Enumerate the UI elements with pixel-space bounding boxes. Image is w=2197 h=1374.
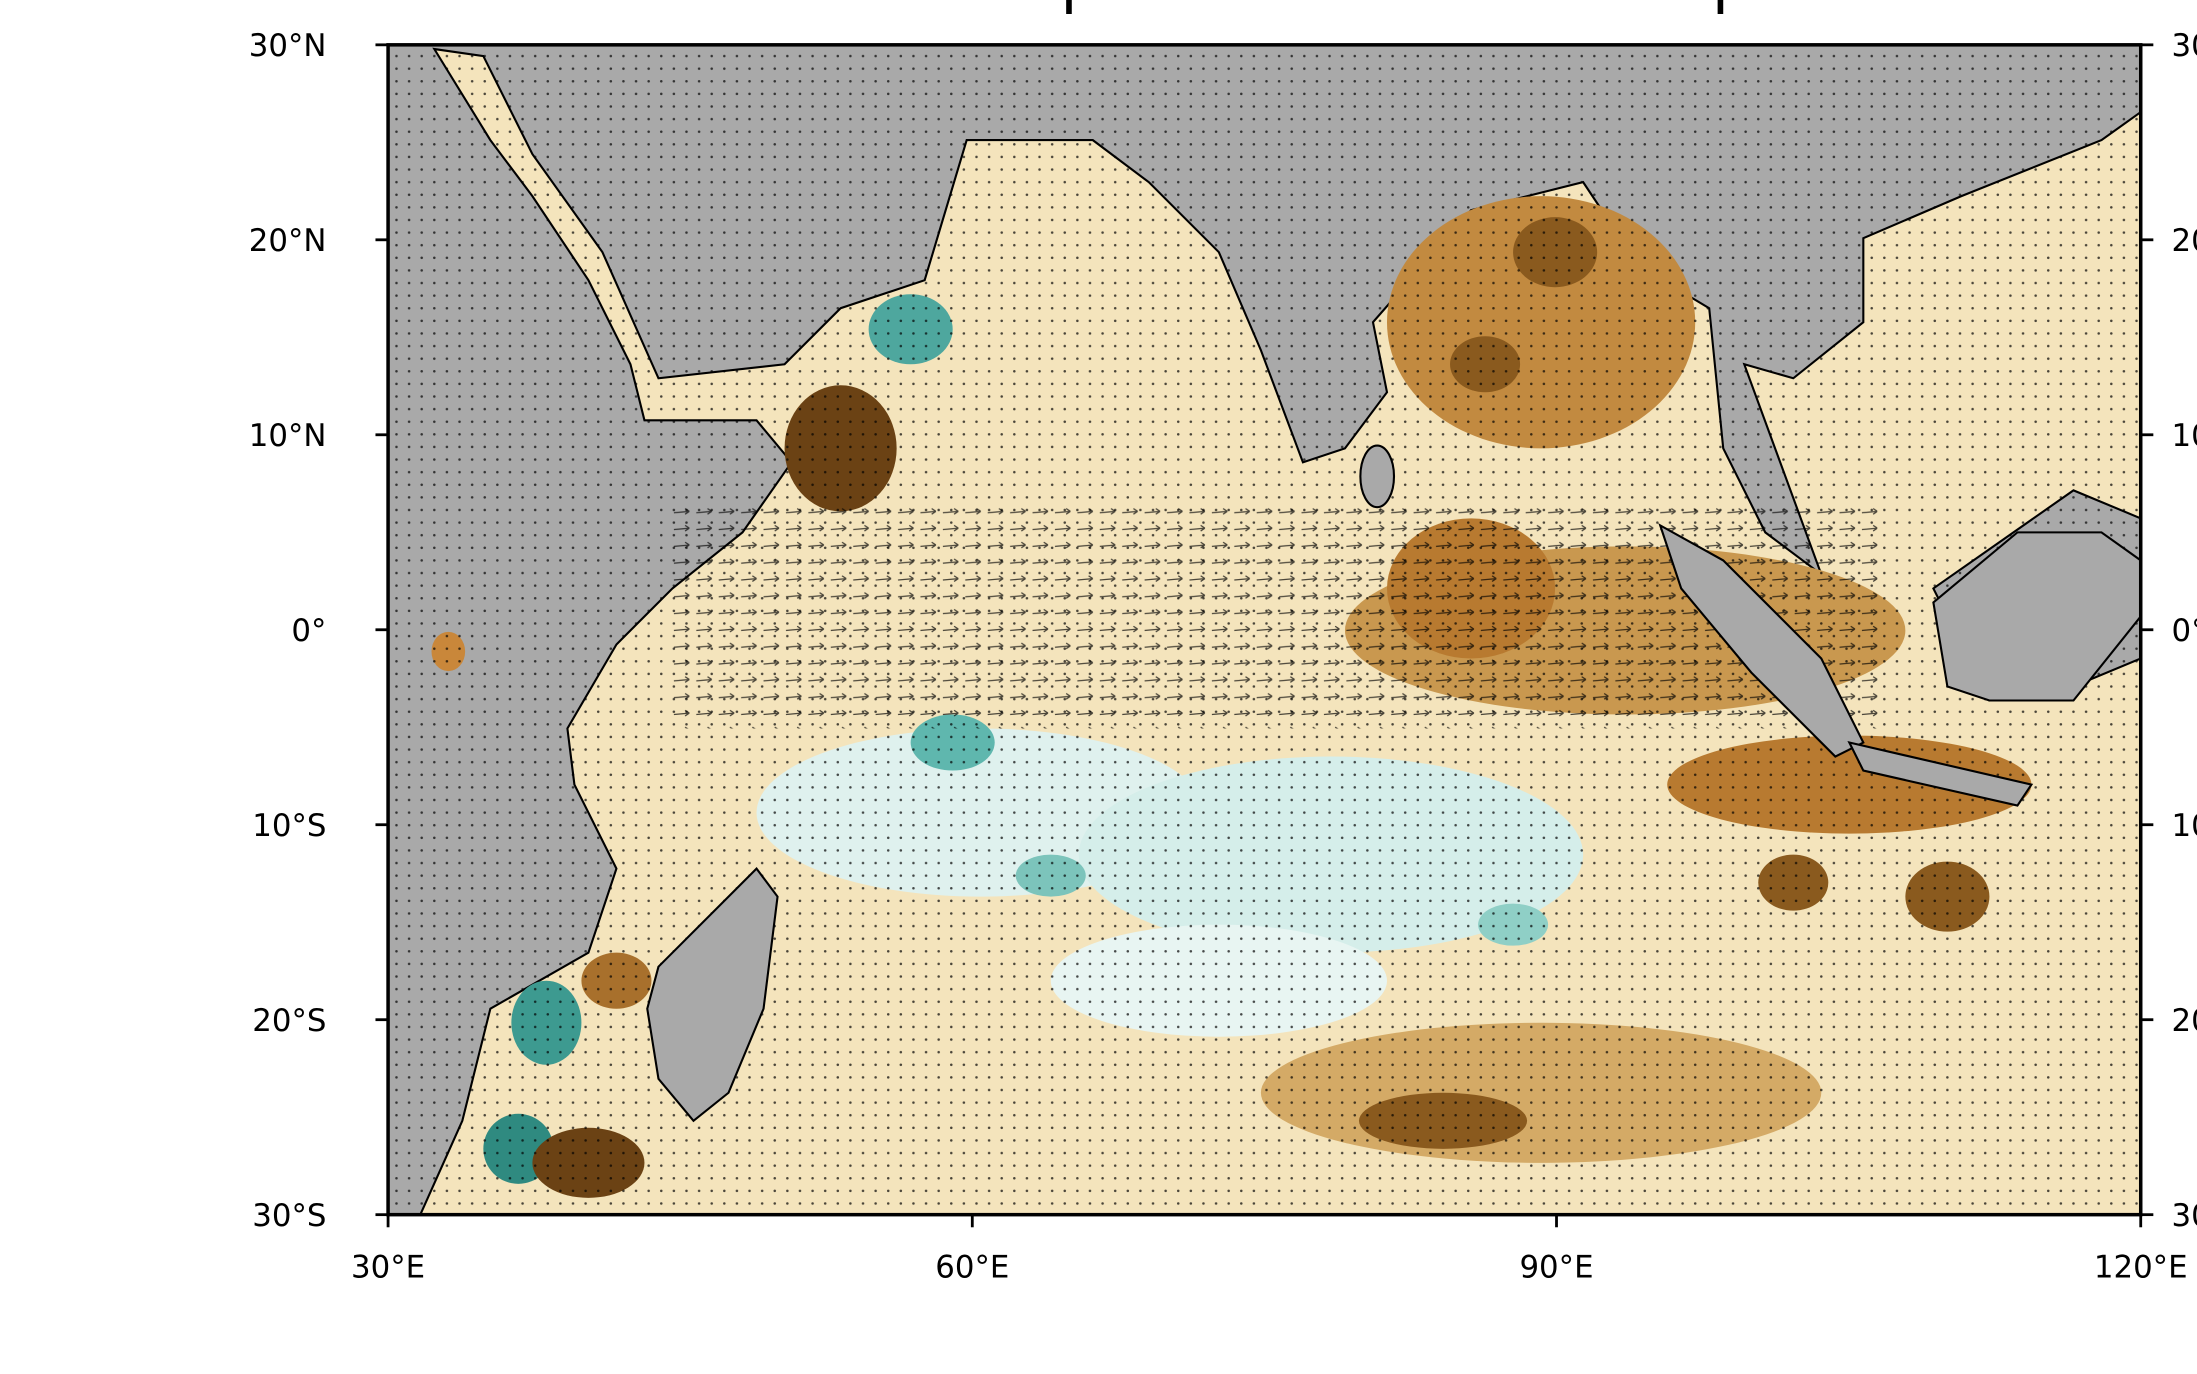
- y-tick-label: 20°S: [252, 1003, 326, 1039]
- y2-tick-label: 20°N: [2172, 223, 2197, 259]
- y-tick-label: 30°S: [252, 1198, 326, 1234]
- y2-tick-label: 30°N: [2172, 28, 2197, 64]
- map-root: 30°E 60°E 90°E 120°E 30°N 30°N 20°N 20°N 10°N 10°…: [249, 0, 2197, 1286]
- map-area: [388, 44, 2141, 1215]
- x-tick-label: 30°E: [351, 1250, 425, 1286]
- y-tick-label: 0°: [291, 613, 326, 649]
- anomaly-fields: [388, 44, 2141, 1215]
- land-overlays: [646, 444, 2141, 1123]
- y-tick-label: 20°N: [249, 223, 327, 259]
- y2-tick-label: 0°: [2172, 613, 2197, 649]
- y2-tick-label: 30°S: [2172, 1198, 2197, 1234]
- y2-tick-label: 10°S: [2172, 808, 2197, 844]
- y-tick-label: 10°S: [252, 808, 326, 844]
- x-tick-label: 120°E: [2094, 1250, 2188, 1286]
- y2-tick-label: 10°N: [2172, 418, 2197, 454]
- x-tick-label: 60°E: [935, 1250, 1009, 1286]
- x-tick-label: 90°E: [1519, 1250, 1593, 1286]
- y-tick-label: 30°N: [249, 28, 327, 64]
- y2-tick-label: 20°S: [2172, 1003, 2197, 1039]
- y-tick-label: 10°N: [249, 418, 327, 454]
